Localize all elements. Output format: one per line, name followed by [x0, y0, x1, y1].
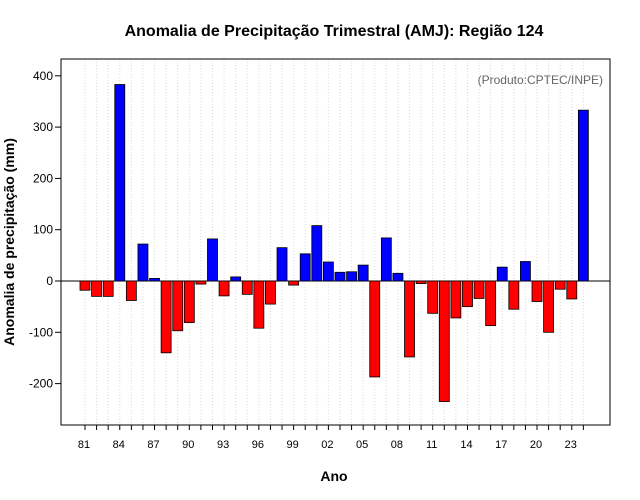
annotation-text: (Produto:CPTEC/INPE) — [478, 73, 603, 87]
x-tick-label: 87 — [147, 439, 159, 451]
bar-2022 — [554, 280, 566, 290]
bar-1981 — [79, 280, 91, 291]
y-tick-label: 0 — [46, 274, 53, 288]
bar-2007 — [380, 237, 392, 282]
bar-2023 — [566, 280, 578, 300]
bar-2000 — [299, 253, 311, 282]
x-tick-label: 08 — [391, 439, 403, 451]
x-tick-label: 93 — [217, 439, 229, 451]
bar-1991 — [195, 280, 207, 285]
bar-1986 — [137, 243, 149, 282]
chart-title: Anomalia de Precipitação Trimestral (AMJ… — [125, 23, 544, 40]
bar-2004 — [346, 271, 357, 282]
bar-1989 — [172, 280, 184, 332]
y-tick-label: 200 — [33, 171, 53, 185]
bar-2002 — [322, 261, 334, 282]
bar-2009 — [404, 280, 415, 358]
x-axis: 81 84 87 90 93 96 99 02 05 08 11 14 17 20 23 — [78, 425, 584, 451]
x-tick-label: 20 — [530, 439, 542, 451]
bar-2010 — [415, 280, 427, 284]
bar-1990 — [183, 280, 195, 323]
bar-2003 — [334, 271, 346, 282]
bar-1985 — [125, 280, 137, 301]
bar-2020 — [531, 280, 543, 302]
x-tick-label: 99 — [286, 439, 298, 451]
y-tick-label: 300 — [33, 120, 53, 134]
bar-2015 — [473, 280, 485, 299]
x-tick-label: 84 — [113, 439, 125, 451]
bar-2019 — [520, 261, 531, 282]
y-tick-label: 100 — [33, 223, 53, 237]
bars — [79, 84, 589, 402]
bar-1994 — [230, 276, 242, 282]
y-axis: 400 300 200 100 0 -100 -200 — [29, 69, 61, 391]
x-tick-label: 14 — [460, 439, 472, 451]
bar-2013 — [450, 280, 462, 319]
bar-2001 — [311, 225, 323, 282]
bar-2018 — [508, 280, 520, 310]
x-tick-label: 81 — [78, 439, 90, 451]
bar-2024 — [577, 109, 589, 282]
bar-1984 — [114, 84, 126, 282]
bar-1982 — [91, 280, 102, 297]
bar-1987 — [149, 278, 160, 282]
bar-2021 — [543, 280, 554, 333]
y-axis-label: Anomalia de precipitação (mm) — [1, 138, 17, 346]
vertical-grid-lines — [84, 59, 584, 425]
y-tick-label: -100 — [29, 325, 53, 339]
x-tick-label: 11 — [426, 439, 437, 451]
bar-2012 — [438, 280, 450, 402]
x-tick-label: 05 — [356, 439, 368, 451]
plot-frame — [60, 58, 611, 426]
bar-1997 — [265, 280, 276, 305]
x-axis-label: Ano — [320, 468, 347, 484]
bar-2011 — [427, 280, 439, 314]
x-tick-label: 96 — [252, 439, 264, 451]
y-tick-label: 400 — [33, 69, 53, 83]
bar-2005 — [357, 264, 369, 282]
bar-1999 — [288, 280, 300, 286]
bar-1988 — [160, 280, 172, 354]
x-tick-label: 17 — [495, 439, 507, 451]
bar-2016 — [485, 280, 497, 327]
bar-2008 — [392, 272, 404, 282]
bar-1996 — [253, 280, 265, 329]
x-tick-label: 23 — [565, 439, 577, 451]
bar-1983 — [102, 280, 114, 297]
bar-1998 — [276, 247, 288, 282]
y-tick-label: -200 — [29, 377, 53, 391]
bar-1995 — [241, 280, 253, 295]
bar-2006 — [369, 280, 381, 378]
bar-1992 — [207, 238, 218, 282]
bar-2017 — [496, 266, 508, 282]
x-tick-label: 90 — [182, 439, 194, 451]
bar-1993 — [218, 280, 230, 297]
x-tick-label: 02 — [321, 439, 333, 451]
bar-2014 — [462, 280, 473, 308]
